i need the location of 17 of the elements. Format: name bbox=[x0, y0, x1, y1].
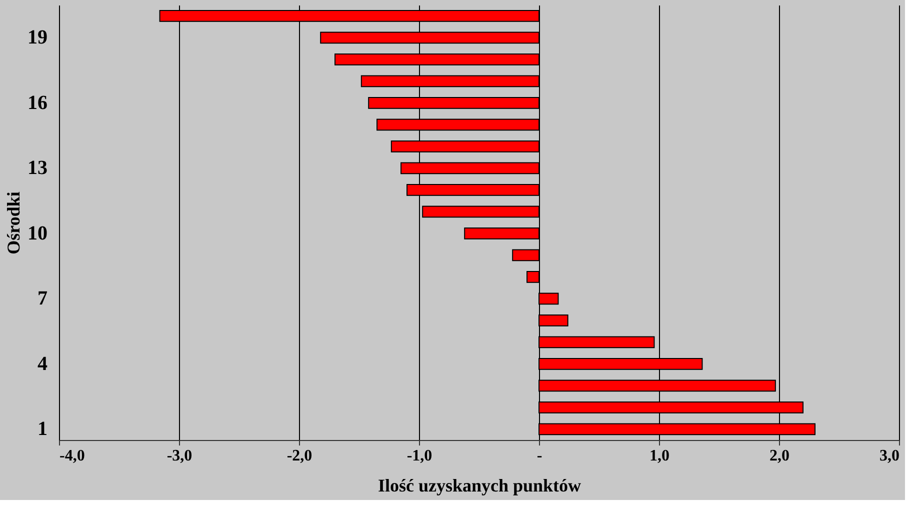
x-tick-label: 2,0 bbox=[770, 448, 790, 464]
x-axis-title: Ilość uzyskanych punktów bbox=[378, 476, 582, 496]
y-tick-label: 13 bbox=[28, 157, 48, 180]
x-tick-label: 3,0 bbox=[880, 448, 900, 464]
x-tick-label: 1,0 bbox=[650, 448, 670, 464]
x-tick-label: - bbox=[536, 448, 542, 464]
x-tick-label: -1,0 bbox=[406, 448, 432, 464]
x-tick-label: -4,0 bbox=[60, 448, 85, 464]
x-tick-label: -3,0 bbox=[166, 448, 192, 464]
y-tick-label: 7 bbox=[38, 288, 48, 310]
y-tick-label: 19 bbox=[28, 26, 48, 49]
y-tick-label: 1 bbox=[38, 418, 48, 440]
y-axis-title: Ośrodki bbox=[4, 192, 24, 254]
x-tick-label: -2,0 bbox=[286, 448, 312, 464]
y-tick-label: 16 bbox=[28, 92, 48, 114]
y-tick-label: 10 bbox=[28, 222, 48, 244]
y-tick-label: 4 bbox=[38, 352, 48, 375]
